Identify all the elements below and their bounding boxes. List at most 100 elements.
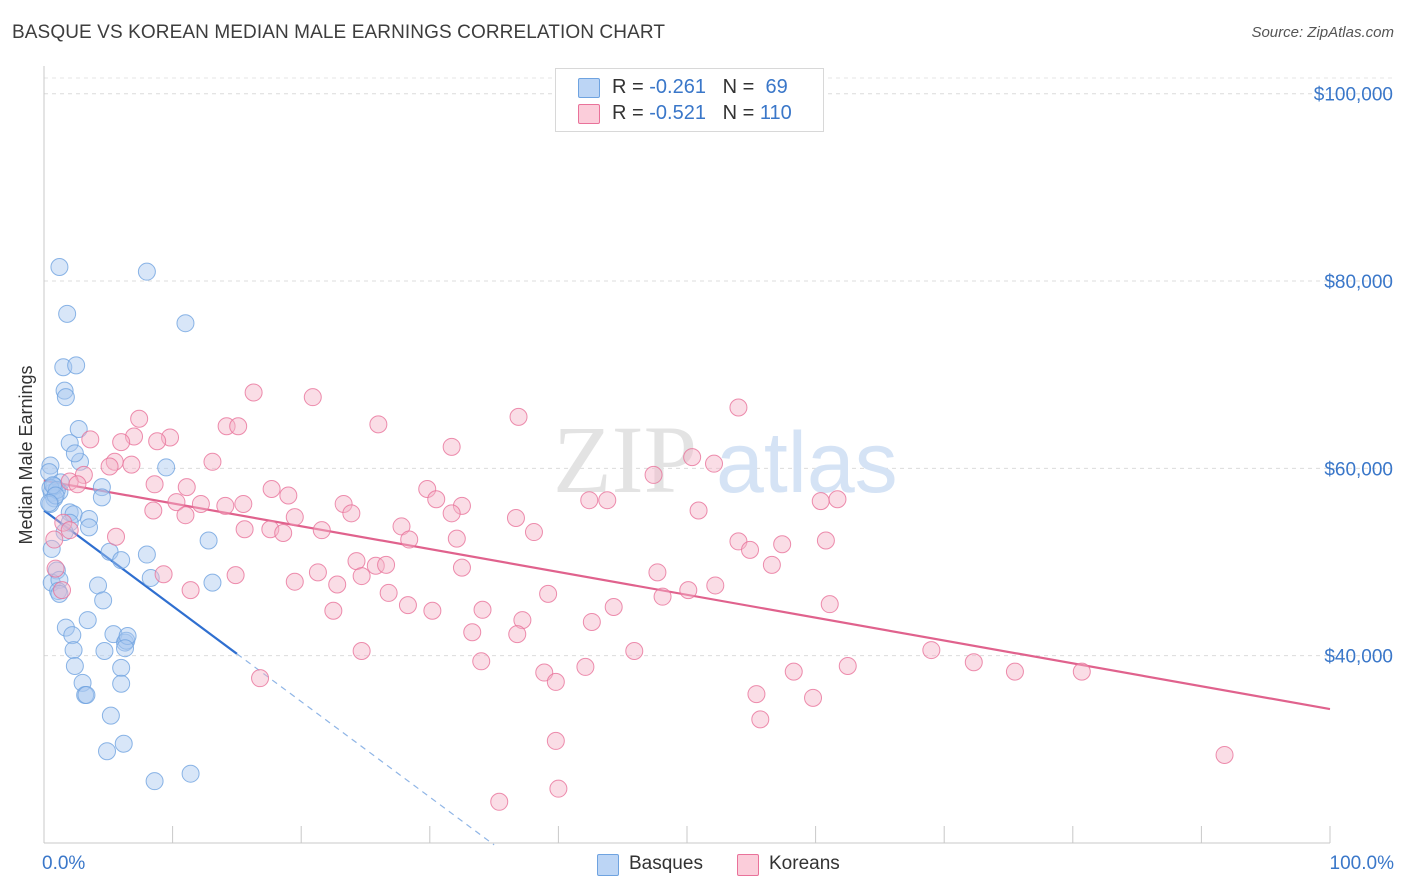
bottom-legend-swatch-basques [597,854,619,876]
data-point-koreans [1215,745,1234,764]
data-point-basques [181,764,200,783]
data-point-koreans [191,494,210,513]
axes [43,66,1331,844]
data-point-koreans [234,494,253,513]
data-point-koreans [689,501,708,520]
watermark-atlas: atlas [716,415,898,511]
data-point-koreans [625,642,644,660]
data-point-koreans [773,535,792,554]
data-point-basques [137,545,156,564]
data-point-basques [199,531,218,550]
data-point-koreans [828,490,847,509]
data-point-koreans [130,409,149,428]
data-point-koreans [653,587,672,606]
data-point-basques [203,573,222,592]
legend-n-value: 110 [759,102,792,124]
data-point-koreans [342,504,361,523]
data-point-koreans [816,531,835,550]
data-point-basques [176,314,195,333]
data-point-basques [114,734,133,753]
y-tick-label: $100,000 [1314,85,1393,106]
data-point-koreans [279,486,298,505]
data-point-koreans [472,652,491,671]
data-points [40,258,1234,811]
data-point-koreans [285,508,304,527]
data-point-basques [41,456,60,475]
data-point-koreans [145,475,164,494]
correlation-legend: R = -0.261 N = 69 R = -0.521 N = 110 [555,68,824,132]
data-point-koreans [679,581,698,600]
data-point-koreans [216,496,235,515]
data-point-koreans [741,540,760,559]
y-axis-label: Median Male Earnings [16,365,36,545]
data-point-koreans [811,492,830,511]
data-point-basques [65,444,84,463]
data-point-koreans [324,601,343,620]
data-point-basques [94,591,113,610]
data-point-koreans [705,454,724,473]
data-point-basques [60,434,79,453]
data-point-koreans [352,642,371,660]
data-point-basques [56,618,75,637]
chart-source: Source: ZipAtlas.com [1251,24,1394,41]
data-point-koreans [683,448,702,467]
y-tick-label: $80,000 [1324,272,1393,293]
data-point-basques [112,551,131,570]
legend-r-label: R = [612,102,650,124]
data-point-koreans [81,430,100,449]
data-point-koreans [68,475,87,494]
data-point-basques [60,513,79,532]
legend-r-label: R = [612,76,650,98]
data-point-koreans [203,452,222,471]
data-point-koreans [398,596,417,615]
data-point-koreans [524,523,543,542]
data-point-koreans [747,685,766,704]
data-point-basques [64,641,83,660]
data-point-koreans [644,465,663,484]
trend-line-koreans [43,479,1331,711]
data-point-koreans [452,496,471,515]
data-point-koreans [604,597,623,616]
data-point-basques [69,420,88,439]
legend-r-value: -0.521 [649,102,706,124]
data-point-koreans [546,731,565,750]
data-point-koreans [347,552,366,571]
data-point-koreans [144,501,163,520]
data-point-koreans [235,520,254,539]
data-point-koreans [107,527,126,546]
data-point-basques [157,458,176,477]
data-point-basques [56,388,75,407]
data-point-koreans [366,556,385,575]
data-point-koreans [442,504,461,523]
data-point-koreans [377,555,396,574]
chart-title: BASQUE VS KOREAN MEDIAN MALE EARNINGS CO… [12,22,666,43]
data-point-basques [98,742,117,761]
x-tick-label-min: 0.0% [42,853,85,874]
data-point-basques [89,576,108,595]
data-point-koreans [1072,662,1091,681]
data-point-koreans [490,792,509,811]
data-point-koreans [423,601,442,620]
data-point-koreans [285,572,304,591]
data-point-basques [80,518,99,537]
data-point-koreans [762,555,781,574]
data-point-koreans [181,581,200,600]
data-point-koreans [54,513,73,532]
data-point-koreans [46,559,65,578]
bottom-legend-label-koreans: Koreans [769,853,840,874]
data-point-koreans [418,479,437,498]
data-point-basques [63,626,82,645]
data-point-koreans [226,566,245,585]
data-point-koreans [804,688,823,707]
y-tick-label: $60,000 [1324,459,1393,480]
data-point-basques [46,486,65,505]
legend-r-value: -0.261 [649,76,706,98]
data-point-basques [58,304,77,323]
data-point-koreans [706,576,725,595]
data-point-koreans [60,521,79,540]
data-point-koreans [549,779,568,798]
data-point-koreans [244,383,263,402]
data-point-basques [95,642,114,660]
data-point-koreans [447,529,466,548]
